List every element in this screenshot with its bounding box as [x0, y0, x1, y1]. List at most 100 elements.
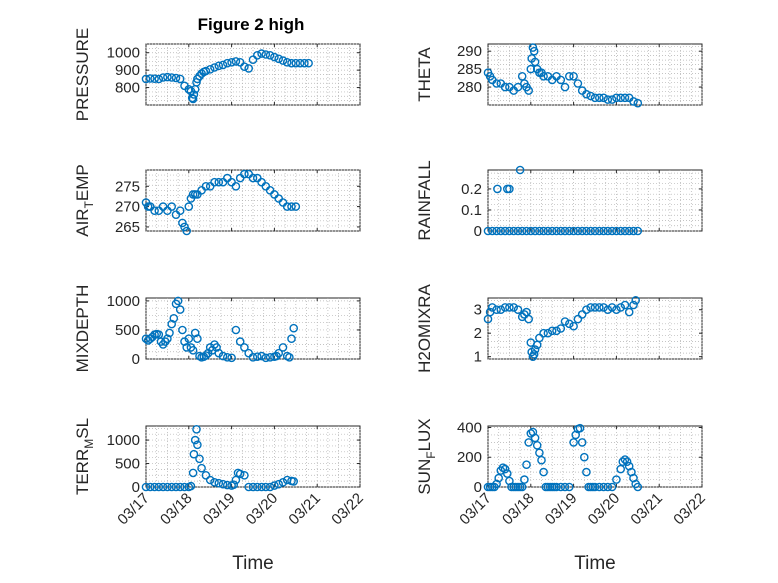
data-point: [573, 314, 583, 324]
data-point: [620, 93, 630, 103]
data-point: [222, 480, 232, 490]
data-point: [229, 480, 238, 490]
data-point: [189, 449, 199, 459]
data-point: [582, 305, 591, 315]
data-point: [167, 482, 176, 492]
data-point: [289, 477, 299, 486]
data-point: [577, 226, 587, 236]
y-tick-label: 290: [457, 43, 482, 60]
data-point: [624, 226, 634, 236]
data-point: [173, 296, 183, 306]
data-point: [560, 482, 570, 492]
data-point: [539, 328, 548, 338]
data-point: [244, 482, 253, 492]
data-point: [624, 307, 634, 317]
data-point: [240, 343, 249, 352]
y-tick-label: 0.2: [461, 181, 482, 198]
data-point: [205, 65, 215, 74]
data-point: [620, 226, 630, 236]
y-tick-label: 3: [474, 302, 482, 319]
data-point: [520, 310, 529, 319]
data-point: [539, 72, 548, 81]
y-tick-label: 0.1: [461, 202, 482, 219]
data-point: [599, 482, 608, 492]
data-point: [240, 470, 249, 480]
data-point: [496, 226, 506, 236]
data-point: [633, 226, 643, 236]
data-point: [590, 93, 600, 103]
data-point: [569, 226, 578, 236]
x-tick-label: 03/21: [627, 490, 666, 529]
data-point: [526, 429, 536, 438]
data-point: [530, 345, 540, 354]
y-tick-label: 0: [474, 223, 482, 240]
data-point: [539, 226, 548, 236]
y-axis-label: TERRMSL: [73, 418, 96, 495]
data-point: [607, 482, 617, 492]
y-tick-label: 1000: [107, 45, 140, 62]
data-point: [505, 184, 514, 194]
data-point: [214, 177, 224, 187]
data-point: [582, 467, 591, 477]
data-point: [595, 226, 604, 236]
data-point: [231, 57, 241, 66]
data-point: [530, 433, 540, 443]
y-axis-label: MIXDEPTH: [73, 285, 92, 373]
data-point: [547, 326, 557, 336]
data-point: [575, 423, 585, 433]
data-point: [616, 93, 626, 103]
data-point: [616, 226, 626, 236]
data-point: [629, 226, 638, 236]
data-point: [529, 349, 539, 359]
data-point: [560, 317, 570, 326]
data-point: [524, 314, 534, 324]
data-point: [492, 305, 501, 315]
y-tick-label: 2: [474, 325, 482, 342]
data-point: [287, 202, 296, 211]
data-point: [261, 50, 271, 59]
data-point: [167, 73, 176, 82]
data-point: [483, 226, 493, 236]
data-point: [530, 226, 540, 236]
data-point: [633, 482, 643, 492]
data-point: [158, 73, 168, 82]
data-point: [188, 468, 198, 478]
data-point: [222, 58, 232, 68]
y-axis-label: THETA: [415, 47, 434, 102]
y-tick-label: 280: [457, 79, 482, 96]
data-point: [278, 56, 288, 65]
data-point: [154, 74, 164, 84]
data-point: [556, 482, 566, 492]
data-point: [509, 226, 519, 236]
data-point: [586, 303, 596, 312]
data-point: [201, 181, 211, 191]
data-point: [577, 438, 587, 447]
x-tick-label: 03/19: [200, 490, 239, 529]
data-point: [192, 424, 201, 434]
y-tick-label: 270: [115, 199, 140, 216]
data-point: [186, 481, 196, 491]
data-point: [573, 226, 583, 236]
y-axis-label: H2OMIXRA: [415, 283, 434, 372]
data-point: [252, 51, 262, 60]
data-point: [607, 226, 617, 236]
data-point: [158, 482, 168, 492]
data-point: [492, 226, 501, 236]
x-tick-label: 03/19: [542, 490, 581, 529]
data-point: [580, 452, 589, 462]
y-tick-label: 0: [132, 479, 140, 496]
data-point: [278, 477, 288, 487]
y-axis-label: PRESSURE: [73, 28, 92, 122]
data-point: [257, 49, 266, 58]
y-tick-label: 200: [457, 449, 482, 466]
subplot-rainfall: 0 0.1 0.2 RAINFALL: [415, 160, 703, 241]
data-point: [517, 482, 527, 492]
data-point: [599, 226, 608, 236]
data-point: [180, 482, 189, 492]
data-point: [167, 202, 176, 211]
data-point: [500, 226, 510, 236]
data-point: [141, 482, 151, 492]
data-point: [513, 82, 523, 92]
data-point: [612, 93, 621, 103]
